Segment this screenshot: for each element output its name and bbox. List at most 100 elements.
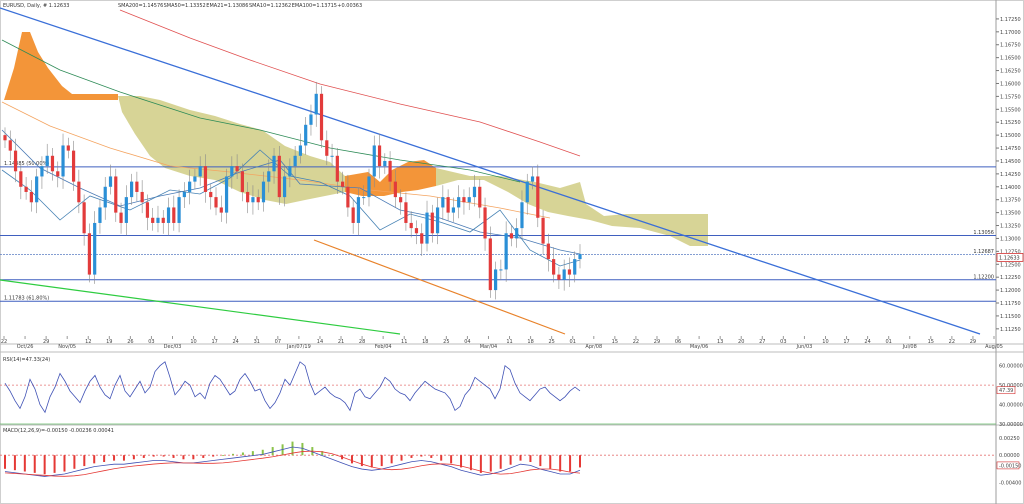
candle [409,222,413,229]
x-tick-label: 19 [106,339,112,345]
candle [325,140,329,156]
macd-histogram-bar [370,455,373,468]
x-tick-label: Dec/03 [164,344,182,350]
candle [441,197,445,208]
x-tick-label: Aug/05 [985,344,1003,350]
candle [404,202,408,223]
x-tick-label: Jan/07/19 [286,344,311,350]
price-tick-label: 1.12500 [1000,262,1021,268]
x-tick-label: Apr/08 [585,344,602,350]
candle [103,186,107,208]
candle [56,171,60,177]
candle [309,114,313,125]
macd-histogram-bar [499,455,502,469]
candle [166,207,171,223]
sma10-line [1,149,581,267]
candle [430,212,434,234]
candle [383,160,387,167]
candle [19,171,23,187]
macd-histogram-bar [73,455,76,469]
macd-histogram-bar [182,455,185,460]
macd-histogram-bar [579,455,581,468]
level-label: 1.12200 [973,274,994,280]
macd-histogram-bar [410,455,413,458]
macd-histogram-bar [152,455,155,457]
candle [66,145,70,151]
candle [71,150,76,182]
macd-tick-label: 0.00250 [999,436,1020,442]
indicator-label: EMA100=1.13715 [292,3,337,9]
x-tick-label: 29 [654,339,660,345]
x-tick-label: 24 [233,339,239,345]
macd-histogram-bar [450,455,453,464]
candle [261,181,266,203]
candle [499,269,503,271]
candle [35,176,39,203]
candle [172,207,176,223]
candle [335,155,339,182]
x-tick-label: 21 [338,339,344,345]
macd-histogram-bar [132,455,135,460]
x-tick-label: 31 [254,339,260,345]
macd-tick-label: -0.00400 [999,480,1021,486]
candle [341,181,345,187]
candle [414,228,419,234]
candle [114,176,118,213]
candle [93,222,97,275]
macd-histogram-bar [222,455,225,456]
price-tick-label: 1.11750 [1000,301,1021,307]
candle [161,217,165,223]
macd-current-box [996,461,1020,470]
candle [356,197,361,223]
macd-histogram-bar [489,455,492,472]
candle [557,274,561,280]
candle [488,238,492,291]
price-tick-label: 1.14750 [1000,146,1021,152]
x-tick-label: 04 [464,339,470,345]
rsi-line [4,361,581,414]
ema100-line [1,39,521,183]
x-tick-label: 15 [928,339,934,345]
x-tick-label: Oct/26 [17,344,34,350]
macd-histogram-bar [350,455,353,464]
macd-histogram-bar [122,455,125,461]
macd-histogram-bar [232,453,235,456]
candle [536,176,540,218]
x-tick-label: 22 [633,339,639,345]
candle [8,140,12,151]
x-tick-label: 27 [759,339,765,345]
macd-histogram-bar [509,455,512,465]
macd-histogram-bar [469,455,472,471]
x-tick-label: 11 [506,339,512,345]
x-tick-label: 18 [422,339,428,345]
candle [509,233,514,239]
macd-histogram-bar [321,451,324,456]
x-tick-label: 10 [190,339,196,345]
x-tick-label: 29 [43,339,49,345]
x-tick-label: 10 [822,339,828,345]
candle [351,207,355,223]
x-tick-label: 13 [717,339,723,345]
x-tick-label: 03 [780,339,786,345]
candle [388,160,392,182]
candle [188,181,192,192]
x-tick-label: Jun/03 [795,344,812,350]
macd-histogram-bar [479,455,482,473]
price-tick-label: 1.17000 [1000,30,1021,36]
candle [45,155,49,167]
candle [256,197,260,203]
candle [346,186,350,208]
candle [578,253,582,260]
indicator-label: EMA21=1.13086 [206,3,248,9]
rsi-tick-label: 40.00000 [999,403,1023,409]
macd-histogram-bar [380,455,383,467]
candle [399,197,403,203]
x-tick-label: 29 [970,339,976,345]
trendline-down [0,7,981,335]
candle [219,207,223,213]
rsi-tick-label: 30.00000 [999,422,1023,428]
candle [24,186,28,192]
macd-histogram-bar [162,455,165,457]
